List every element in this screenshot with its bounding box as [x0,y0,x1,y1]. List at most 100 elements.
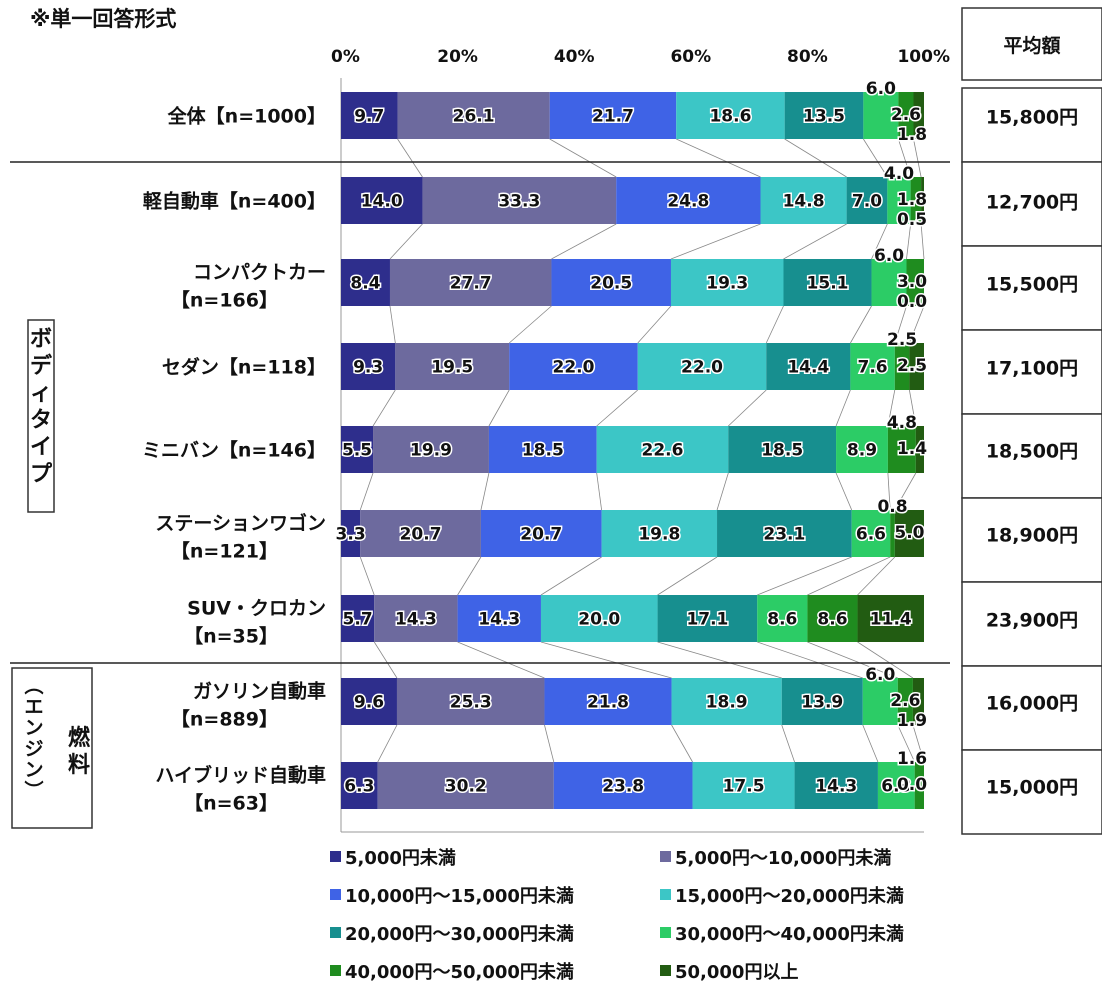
avg-cell [961,749,1102,835]
data-label: 9.3 [353,358,383,378]
bar-segment [894,343,910,390]
bar-segment [341,426,374,473]
connector-line [857,641,914,679]
data-label: 7.0 [852,192,882,212]
connector-line [887,472,891,511]
bar-segment [457,595,541,642]
data-label: 8.6 [767,610,797,630]
data-label: 19.9 [410,441,452,461]
data-label: 19.3 [706,274,748,294]
connector-line [397,138,423,178]
legend-label: 50,000円以上 [675,962,798,983]
category-label: ハイブリッド自動車 [155,764,326,787]
bar-segment [757,595,808,642]
data-label: 6.0 [874,246,904,266]
data-label: 14.3 [478,610,520,630]
data-label: 8.4 [350,274,380,294]
bar-segment [657,595,758,642]
data-label: 18.5 [522,441,564,461]
data-label: 6.3 [344,777,374,797]
connector-line [835,389,851,427]
data-label: 21.8 [587,693,629,713]
data-label: 13.9 [801,693,843,713]
legend-item: 30,000円～40,000円未満 [660,923,904,945]
avg-value: 12,700円 [986,192,1078,214]
data-label: 1.9 [897,711,927,731]
connector-line [596,389,639,427]
data-label: 19.8 [638,525,680,545]
bar-segment [728,426,837,473]
avg-value: 15,800円 [986,107,1078,129]
bar-row: 8.4 27.7 20.5 19.3 15.1 6.0 3.00.0 [341,245,929,314]
avg-value: 23,900円 [986,610,1078,632]
category-label: ミニバン【n=146】 [142,439,326,462]
group-label-fuel: 燃料︵エンジン︶ [24,675,91,802]
data-label: 20.0 [578,610,620,630]
x-tick-label: 20% [437,47,478,67]
legend-label: 10,000円～15,000円未満 [345,885,574,907]
bar-segment [422,177,617,224]
category-label: SUV・クロカン [187,598,326,620]
legend-label: 15,000円～20,000円未満 [675,885,904,907]
bar-segment [887,426,916,473]
bar-segment [914,762,924,809]
connector-line [389,305,396,344]
data-label: 2.5 [897,356,927,376]
segment-connector-lines [359,138,925,763]
data-label: 18.5 [761,441,803,461]
bar-segment [374,595,458,642]
bar-segment [373,426,489,473]
data-label: 23.1 [763,525,805,545]
data-label: 11.4 [870,610,912,630]
connector-line [784,138,847,178]
data-label: 22.0 [553,358,595,378]
bar-segment [784,92,864,139]
legend-item: 50,000円以上 [660,962,798,983]
connector-line [863,138,888,178]
data-label: 1.4 [897,439,927,459]
connector-line [920,223,925,260]
bar-segment [781,678,863,725]
bar-segment [509,343,638,390]
data-label: 9.6 [354,693,384,713]
connector-line [359,556,375,596]
connector-line [716,472,729,511]
legend-swatch [660,927,671,938]
connector-line [909,305,925,344]
bar-row: 3.3 20.7 20.7 19.8 23.1 6.6 0.8 5.0 [334,496,926,557]
connector-line [862,724,879,763]
connector-line [657,556,718,596]
data-label: 2.6 [890,691,920,711]
connector-line [540,641,672,679]
legend-swatch [660,851,671,862]
bar-row: 6.3 30.2 23.8 17.5 14.3 6.3 1.6 0.0 [341,748,929,809]
bar-segment [341,678,397,725]
connector-line [781,724,795,763]
bar-segment [890,510,895,557]
connector-line [359,472,374,511]
connector-line [897,724,916,763]
x-tick-label: 80% [787,47,828,67]
data-label: 3.3 [336,525,366,545]
data-label: 4.0 [884,164,914,184]
connector-line [551,223,617,260]
connector-line [728,389,767,427]
average-amount-table: 平均額 15,800円12,700円15,500円17,100円18,500円1… [961,7,1102,835]
data-label: 18.6 [709,107,751,127]
connector-line [757,556,852,596]
avg-cell [961,87,1102,163]
data-label: 17.5 [723,777,765,797]
bar-segment [480,510,602,557]
bar-segment [862,678,898,725]
bar-segment [897,678,913,725]
avg-value: 18,500円 [986,441,1078,463]
bar-segment [341,92,398,139]
category-label: コンパクトカー [193,262,326,284]
category-n-label: 【n=121】 [171,540,278,563]
data-label: 20.5 [590,274,632,294]
bar-segment [910,177,922,224]
bar-segment [887,177,911,224]
avg-header: 平均額 [1003,34,1060,57]
data-label: 21.7 [592,107,634,127]
bar-segment [913,92,924,139]
